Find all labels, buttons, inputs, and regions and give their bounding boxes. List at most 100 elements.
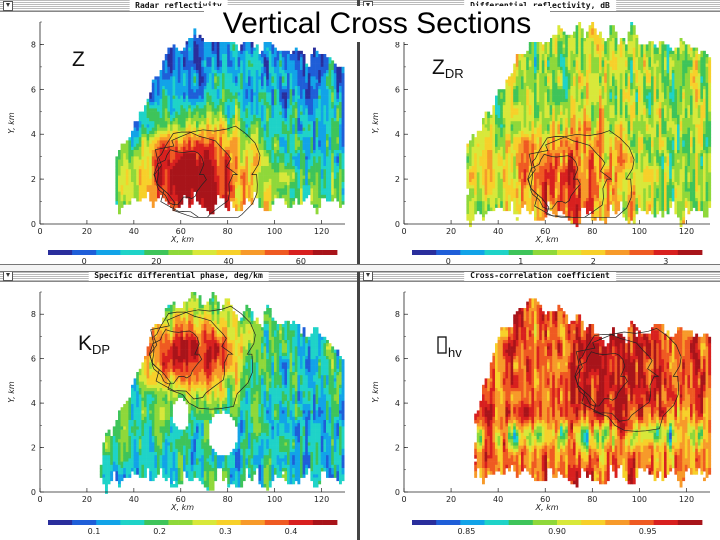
heatmap-cell: [154, 79, 158, 84]
heatmap-cell: [271, 175, 275, 180]
heatmap-cell: [131, 191, 134, 196]
heatmap-cell: [302, 105, 306, 109]
heatmap-cell: [144, 188, 147, 192]
heatmap-cell: [479, 146, 483, 151]
heatmap-cell: [248, 79, 251, 84]
colorbar-swatch: [245, 250, 251, 255]
heatmap-cell: [198, 98, 202, 103]
heatmap-cell: [331, 159, 335, 164]
heatmap-cell: [518, 153, 522, 157]
heatmap-cell: [258, 188, 262, 192]
heatmap-cell: [297, 54, 301, 58]
heatmap-cell: [266, 178, 270, 183]
heatmap-cell: [466, 207, 470, 212]
heatmap-cell: [513, 162, 517, 167]
heatmap-cell: [211, 70, 215, 74]
heatmap-cell: [484, 153, 488, 157]
heatmap-cell: [518, 159, 522, 164]
heatmap-cell: [284, 143, 288, 148]
heatmap-cell: [339, 140, 342, 144]
heatmap-cell: [276, 153, 280, 157]
heatmap-cell: [196, 54, 199, 58]
heatmap-cell: [258, 130, 262, 135]
heatmap-cell: [307, 159, 311, 164]
heatmap-cell: [190, 108, 194, 112]
heatmap-cell: [237, 175, 241, 180]
heatmap-cell: [188, 182, 192, 186]
heatmap-cell: [276, 82, 280, 87]
heatmap-cell: [526, 194, 530, 199]
heatmap-cell: [177, 95, 181, 100]
heatmap-cell: [172, 127, 176, 132]
heatmap-cell: [175, 50, 179, 55]
heatmap-cell: [287, 204, 290, 208]
heatmap-cell: [151, 150, 155, 154]
heatmap-cell: [170, 194, 173, 199]
heatmap-cell: [513, 118, 517, 122]
heatmap-cell: [310, 159, 314, 164]
heatmap-cell: [471, 137, 475, 141]
heatmap-cell: [287, 114, 290, 119]
heatmap-cell: [521, 188, 524, 192]
heatmap-cell: [229, 105, 233, 109]
heatmap-cell: [284, 185, 288, 189]
heatmap-cell: [216, 47, 220, 52]
heatmap-cell: [170, 162, 173, 167]
heatmap-cell: [209, 127, 212, 132]
heatmap-cell: [235, 169, 238, 173]
heatmap-cell: [146, 137, 150, 141]
heatmap-cell: [201, 137, 205, 141]
heatmap-cell: [341, 130, 345, 135]
heatmap-cell: [320, 172, 324, 176]
heatmap-cell: [170, 134, 173, 138]
heatmap-cell: [302, 114, 306, 119]
heatmap-cell: [255, 127, 259, 132]
window-menu-icon[interactable]: [3, 1, 13, 11]
heatmap-cell: [201, 194, 205, 199]
heatmap-cell: [237, 130, 241, 135]
heatmap-cell: [515, 191, 519, 196]
heatmap-cell: [201, 60, 205, 64]
heatmap-cell: [198, 194, 202, 199]
heatmap-cell: [484, 166, 488, 170]
heatmap-cell: [211, 162, 215, 167]
heatmap-cell: [133, 137, 137, 141]
heatmap-cell: [305, 124, 309, 128]
heatmap-cell: [284, 105, 288, 109]
heatmap-cell: [513, 108, 517, 112]
heatmap-cell: [255, 54, 259, 58]
heatmap-cell: [229, 169, 233, 173]
heatmap-cell: [185, 153, 189, 157]
heatmap-cell: [276, 79, 280, 84]
heatmap-cell: [185, 130, 189, 135]
heatmap-cell: [240, 198, 244, 202]
heatmap-cell: [471, 188, 475, 192]
heatmap-cell: [193, 28, 197, 32]
colorbar-swatch: [216, 250, 222, 255]
heatmap-cell: [471, 210, 475, 215]
heatmap-cell: [261, 86, 264, 90]
heatmap-cell: [302, 162, 306, 167]
heatmap-cell: [167, 198, 171, 202]
heatmap-cell: [318, 95, 322, 100]
heatmap-cell: [497, 143, 501, 148]
heatmap-cell: [307, 169, 311, 173]
heatmap-cell: [515, 121, 519, 125]
heatmap-cell: [508, 114, 511, 119]
heatmap-cell: [177, 143, 181, 148]
heatmap-cell: [528, 66, 532, 71]
heatmap-cell: [203, 54, 207, 58]
heatmap-cell: [268, 57, 272, 61]
heatmap-cell: [294, 63, 298, 68]
heatmap-cell: [469, 140, 472, 144]
heatmap-cell: [289, 63, 293, 68]
heatmap-cell: [162, 121, 166, 125]
heatmap-cell: [268, 124, 272, 128]
heatmap-cell: [188, 134, 192, 138]
heatmap-cell: [331, 178, 335, 183]
heatmap-cell: [515, 137, 519, 141]
heatmap-cell: [237, 150, 241, 154]
heatmap-cell: [492, 134, 496, 138]
heatmap-cell: [281, 185, 285, 189]
heatmap-cell: [497, 182, 501, 186]
